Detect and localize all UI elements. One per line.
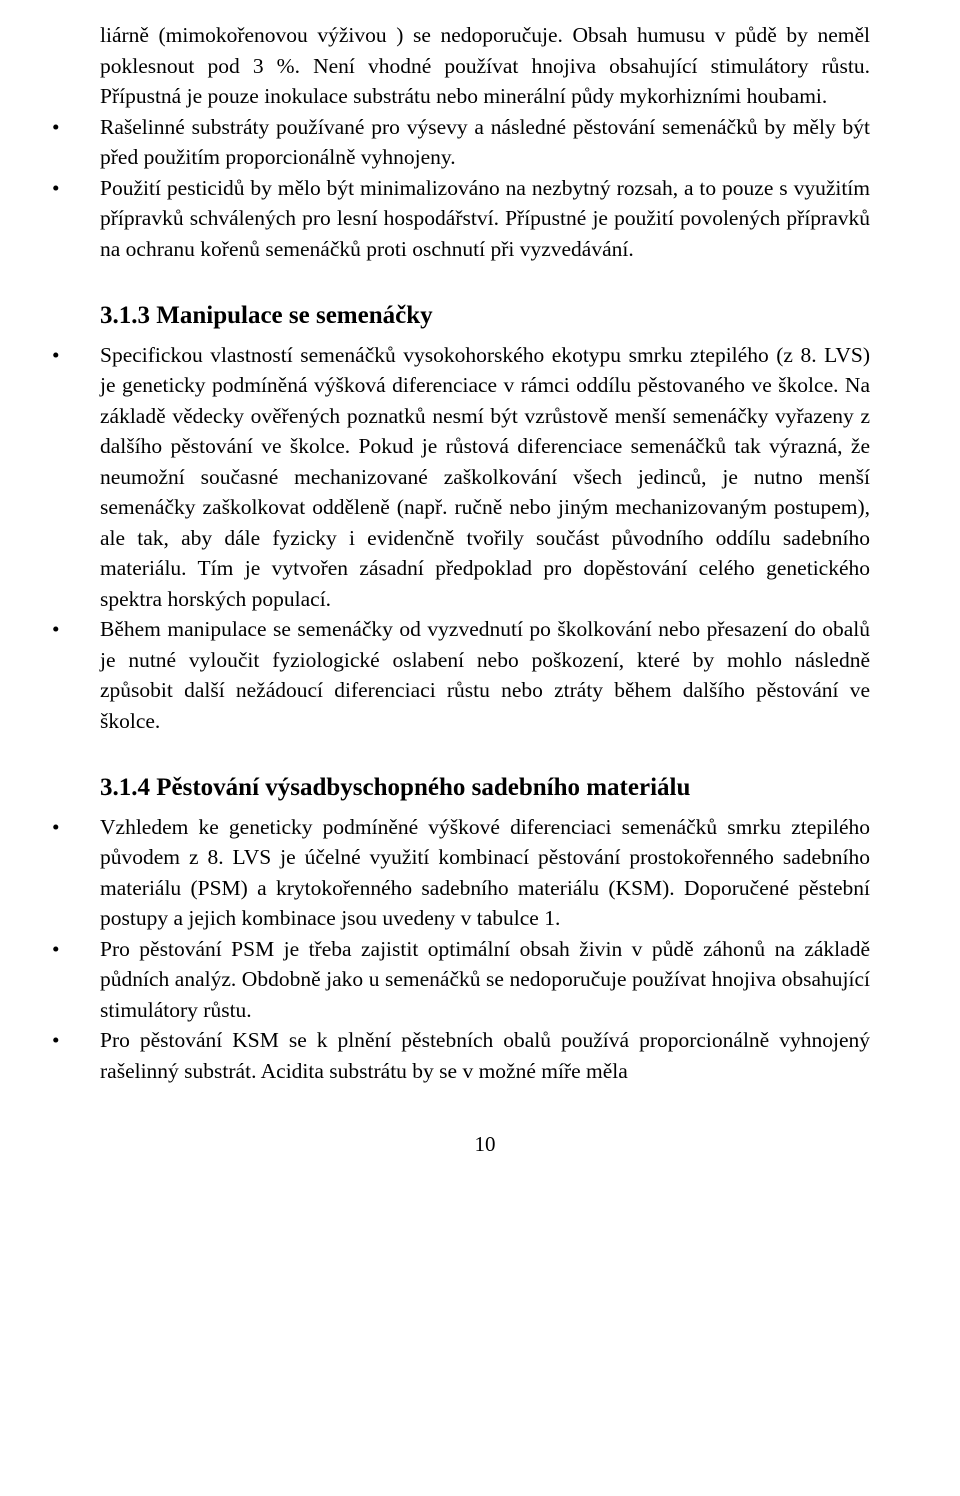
page-number: 10 — [100, 1130, 870, 1160]
heading-3-1-3: 3.1.3 Manipulace se semenáčky — [100, 298, 870, 334]
bullet-item: Během manipulace se semenáčky od vyzvedn… — [100, 614, 870, 736]
bullet-item: Rašelinné substráty používané pro výsevy… — [100, 112, 870, 173]
bullet-item: Vzhledem ke geneticky podmíněné výškové … — [100, 812, 870, 934]
bullet-item: Pro pěstování PSM je třeba zajistit opti… — [100, 934, 870, 1026]
bullet-item: Použití pesticidů by mělo být minimalizo… — [100, 173, 870, 265]
bullet-item: Pro pěstování KSM se k plnění pěstebních… — [100, 1025, 870, 1086]
bullet-item: Specifickou vlastností semenáčků vysokoh… — [100, 340, 870, 615]
heading-3-1-4: 3.1.4 Pěstování výsadbyschopného sadební… — [100, 770, 870, 806]
paragraph-continuation: liárně (mimokořenovou výživou ) se nedop… — [100, 20, 870, 112]
